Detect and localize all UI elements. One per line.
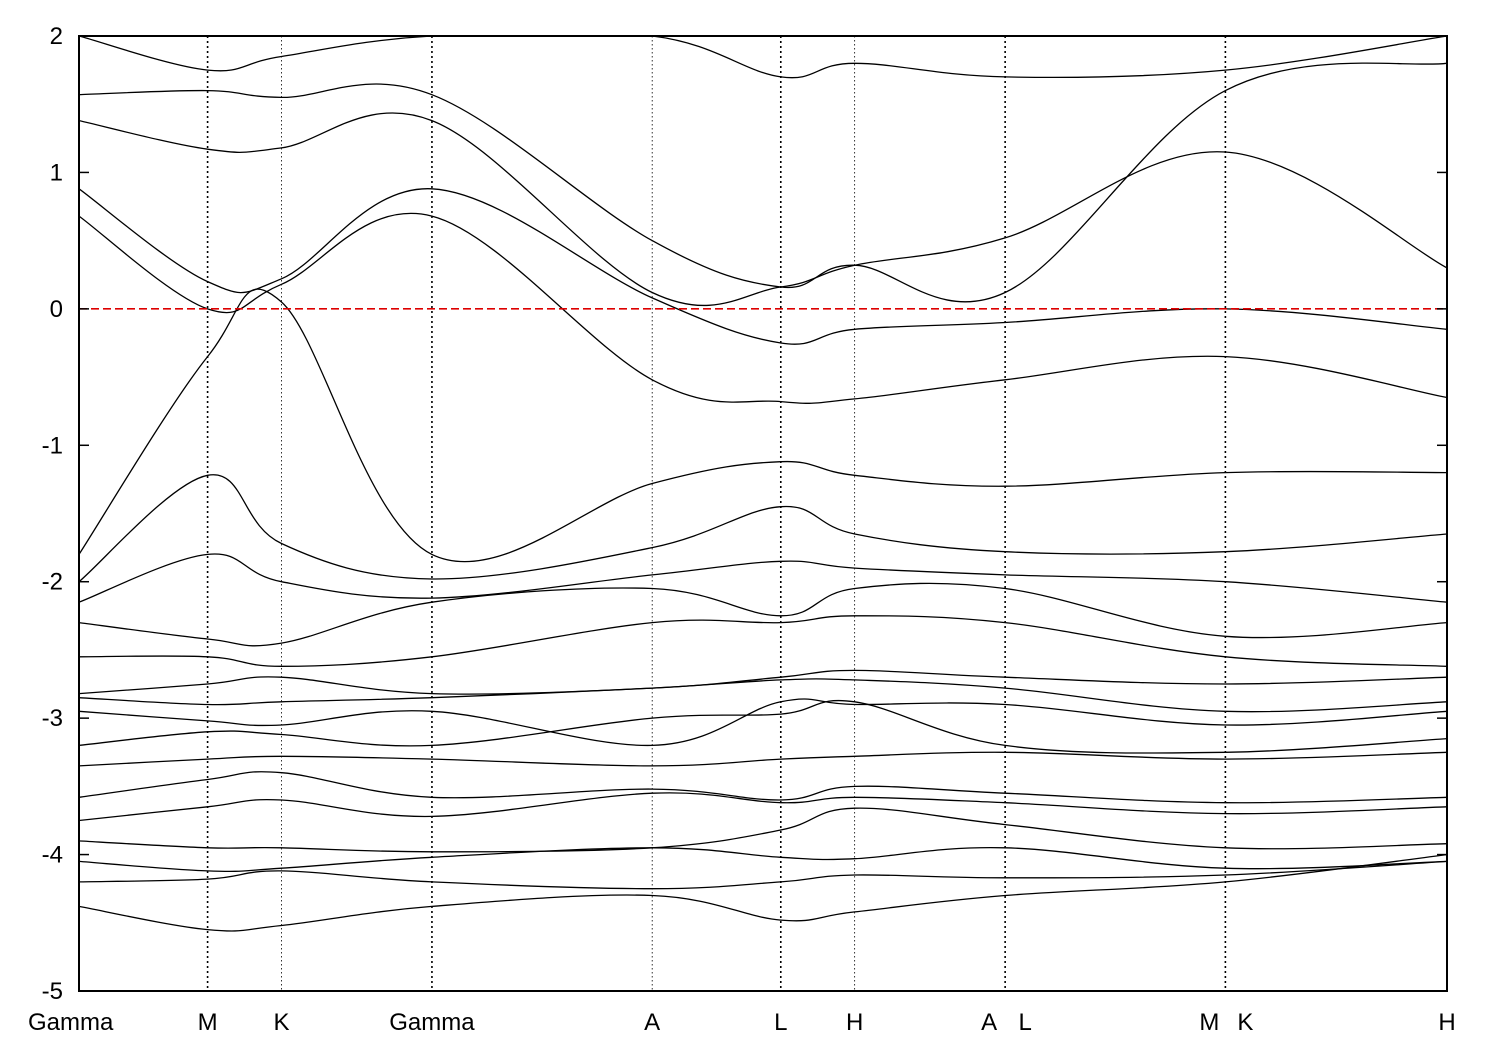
band-line-19 [79, 62, 1447, 303]
x-tick-label: Gamma [28, 1009, 114, 1036]
x-tick-label: Gamma [389, 1009, 475, 1036]
band-line-16 [79, 212, 1447, 404]
band-line-12 [79, 582, 1447, 647]
x-tick-label: K [1237, 1009, 1253, 1036]
band-line-5 [79, 771, 1447, 804]
band-line-15 [79, 288, 1447, 563]
band-line-10 [79, 669, 1447, 695]
band-line-14 [79, 474, 1447, 583]
band-line-3 [79, 807, 1447, 853]
band-line-13 [79, 553, 1447, 603]
x-tick-label: K [273, 1009, 289, 1036]
band-line-6 [79, 751, 1447, 767]
band-line-20 [79, 36, 1447, 79]
band-line-4 [79, 792, 1447, 822]
x-axis: Gamma M K Gamma A L H A L M K H [28, 1009, 1456, 1036]
x-tick-label: L [774, 1009, 787, 1036]
y-tick-label: -2 [42, 569, 63, 596]
x-tick-label: M [1199, 1009, 1219, 1036]
y-tick-label: 1 [50, 159, 63, 186]
band-line-8 [79, 698, 1447, 747]
y-tick-label: 0 [50, 296, 63, 323]
band-line-11 [79, 615, 1447, 667]
band-line-0 [79, 853, 1447, 932]
y-tick-label: -1 [42, 432, 63, 459]
x-tick-label: M [198, 1009, 218, 1036]
y-tick-label: 2 [50, 23, 63, 50]
y-axis: 2 1 0 -1 -2 -3 -4 -5 [42, 23, 1447, 1005]
band-line-2 [79, 846, 1447, 873]
x-tick-label: H [846, 1009, 863, 1036]
x-tick-label: H [1438, 1009, 1455, 1036]
y-tick-label: -5 [42, 978, 63, 1005]
x-tick-label: A [644, 1009, 660, 1036]
y-tick-label: -3 [42, 705, 63, 732]
band-line-9 [79, 678, 1447, 713]
band-line-1 [79, 860, 1447, 890]
plot-frame [78, 35, 1448, 992]
kpoint-vertical-lines [206, 36, 1227, 991]
x-tick-label: A [981, 1009, 997, 1036]
band-line-17 [79, 188, 1447, 345]
band-lines [79, 36, 1447, 932]
x-tick-label: L [1018, 1009, 1031, 1036]
band-line-7 [79, 699, 1447, 754]
band-line-18 [79, 112, 1447, 307]
y-tick-label: -4 [42, 842, 63, 869]
